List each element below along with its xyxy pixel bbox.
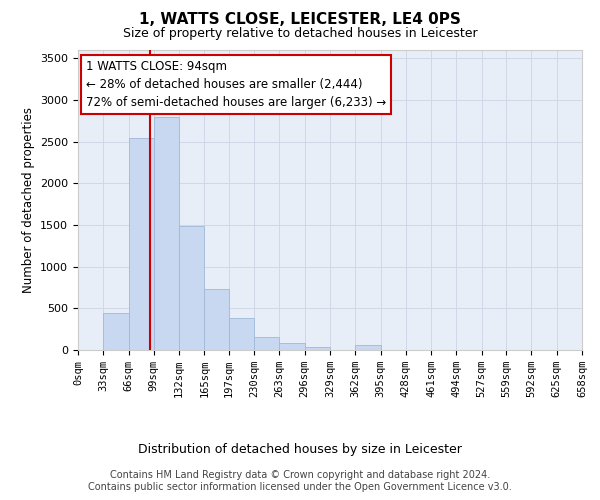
Bar xyxy=(305,346,330,350)
Text: 1 WATTS CLOSE: 94sqm
← 28% of detached houses are smaller (2,444)
72% of semi-de: 1 WATTS CLOSE: 94sqm ← 28% of detached h… xyxy=(86,60,386,109)
Bar xyxy=(103,312,128,350)
Y-axis label: Number of detached properties: Number of detached properties xyxy=(22,107,35,293)
Text: Distribution of detached houses by size in Leicester: Distribution of detached houses by size … xyxy=(138,442,462,456)
Text: Size of property relative to detached houses in Leicester: Size of property relative to detached ho… xyxy=(122,28,478,40)
Bar xyxy=(229,318,254,350)
Text: Contains public sector information licensed under the Open Government Licence v3: Contains public sector information licen… xyxy=(88,482,512,492)
Bar xyxy=(154,116,179,350)
Text: 1, WATTS CLOSE, LEICESTER, LE4 0PS: 1, WATTS CLOSE, LEICESTER, LE4 0PS xyxy=(139,12,461,28)
Bar xyxy=(280,342,305,350)
Bar xyxy=(355,345,380,350)
Bar xyxy=(179,226,205,350)
Bar xyxy=(205,289,229,350)
Bar xyxy=(254,337,280,350)
Text: Contains HM Land Registry data © Crown copyright and database right 2024.: Contains HM Land Registry data © Crown c… xyxy=(110,470,490,480)
Bar xyxy=(128,138,154,350)
